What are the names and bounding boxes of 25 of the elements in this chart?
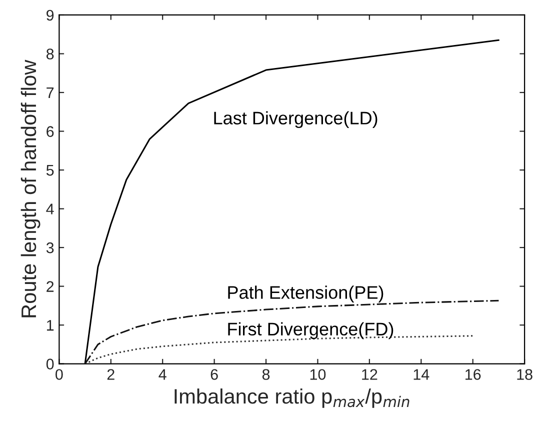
y-tick-label: 9 bbox=[46, 10, 54, 21]
y-tick-label: 2 bbox=[46, 281, 54, 292]
x-tick-label: 2 bbox=[107, 369, 114, 380]
y-tick-label: 6 bbox=[46, 126, 54, 137]
series-label: Last Divergence(LD) bbox=[214, 111, 378, 128]
x-tick-label: 4 bbox=[158, 369, 166, 380]
x-tick-label: 6 bbox=[210, 369, 218, 380]
y-tick-label: 5 bbox=[46, 165, 54, 176]
y-tick-label: 1 bbox=[46, 320, 54, 331]
x-tick-label: 10 bbox=[310, 369, 326, 380]
x-tick-label: 14 bbox=[414, 369, 430, 380]
y-tick-label: 4 bbox=[46, 204, 54, 214]
y-tick-label: 3 bbox=[46, 242, 54, 254]
x-tick-label: 16 bbox=[466, 369, 481, 380]
x-tick-label: 18 bbox=[517, 369, 532, 380]
y-tick-label: 7 bbox=[46, 88, 54, 98]
series-label: Path Extension(PE) bbox=[228, 286, 384, 302]
x-tick-label: 8 bbox=[262, 369, 270, 380]
x-tick-label: 0 bbox=[56, 369, 63, 380]
x-axis-title: Imbalance ratio p$_{max}$/p$_{min}$ bbox=[174, 388, 410, 408]
y-tick-label: 0 bbox=[46, 358, 54, 370]
y-axis-title: Route length of handoff flow bbox=[20, 60, 40, 318]
y-tick-label: 8 bbox=[46, 48, 54, 60]
x-tick-label: 12 bbox=[362, 369, 378, 380]
series-label: First Divergence(FD) bbox=[228, 322, 394, 340]
